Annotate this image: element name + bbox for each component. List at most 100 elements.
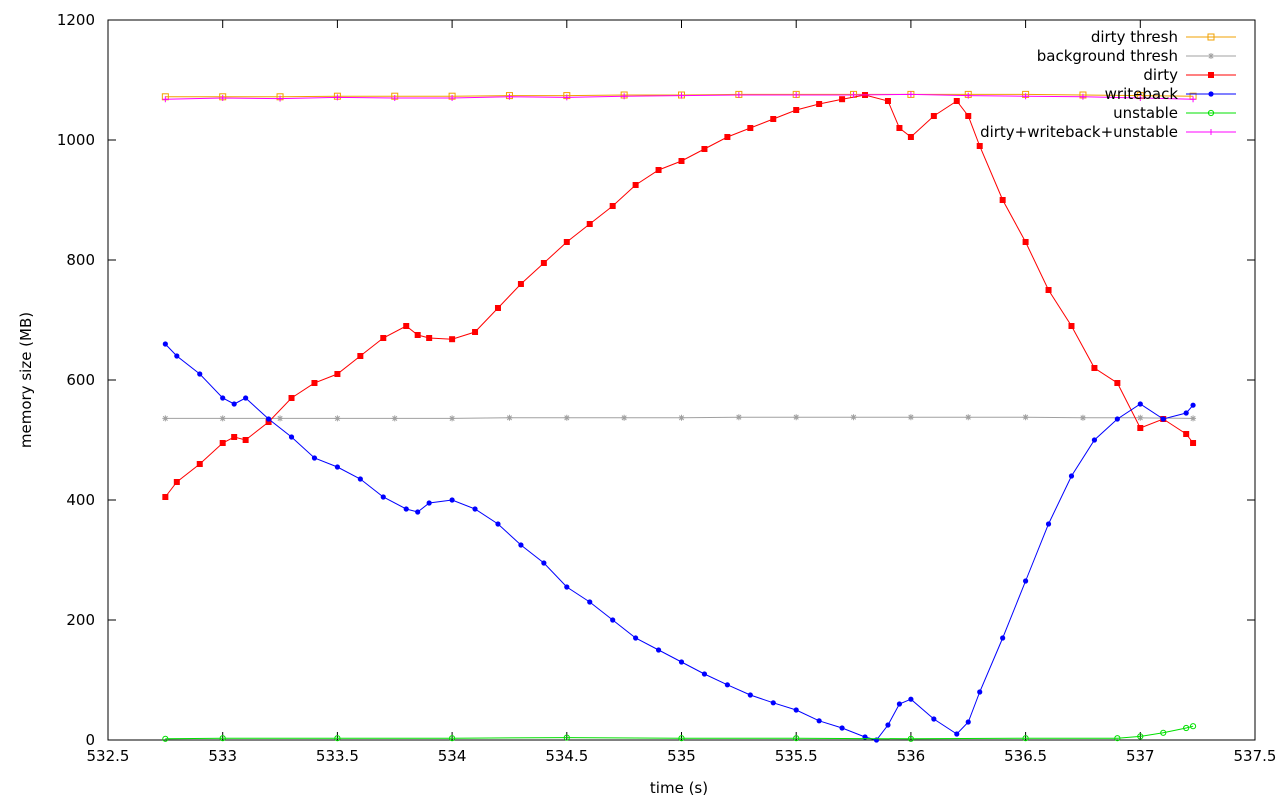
series-unstable bbox=[162, 723, 1197, 742]
data-point bbox=[563, 94, 570, 101]
y-tick-label: 400 bbox=[66, 491, 95, 509]
data-point bbox=[414, 332, 421, 338]
data-point bbox=[621, 414, 628, 421]
data-point bbox=[242, 437, 249, 443]
series-dirty-writeback-unstable bbox=[162, 91, 1197, 103]
data-point bbox=[506, 414, 513, 421]
data-point bbox=[999, 197, 1006, 203]
data-point bbox=[1208, 129, 1214, 135]
data-point bbox=[1137, 425, 1144, 431]
data-point bbox=[265, 416, 272, 422]
data-point bbox=[357, 476, 363, 482]
data-point bbox=[1137, 414, 1144, 421]
data-point bbox=[735, 92, 742, 98]
y-axis-label: memory size (MB) bbox=[17, 312, 35, 448]
series-line bbox=[164, 94, 1194, 498]
data-point bbox=[609, 203, 616, 209]
data-point bbox=[231, 401, 237, 407]
data-point bbox=[907, 91, 914, 98]
series-layer bbox=[161, 90, 1197, 743]
data-point bbox=[449, 336, 456, 343]
data-point bbox=[885, 722, 891, 728]
data-point bbox=[633, 635, 639, 641]
data-point bbox=[426, 500, 432, 506]
data-point bbox=[311, 380, 318, 386]
data-point bbox=[1114, 380, 1121, 386]
data-point bbox=[1114, 416, 1120, 422]
data-point bbox=[219, 95, 226, 101]
legend-label: unstable bbox=[1113, 104, 1178, 122]
data-point bbox=[1022, 239, 1029, 245]
data-point bbox=[1022, 414, 1029, 421]
data-point bbox=[678, 92, 685, 99]
data-point bbox=[747, 125, 754, 131]
data-point bbox=[357, 353, 364, 359]
data-point bbox=[816, 718, 822, 724]
data-point bbox=[1190, 402, 1196, 408]
y-tick-label: 1000 bbox=[57, 131, 95, 149]
data-point bbox=[1207, 109, 1215, 117]
data-point bbox=[793, 107, 800, 113]
data-point bbox=[220, 395, 226, 401]
data-point bbox=[1190, 440, 1197, 446]
data-point bbox=[908, 696, 914, 702]
data-point bbox=[896, 701, 903, 707]
data-point bbox=[735, 414, 742, 421]
legend-entry: dirty thresh bbox=[1091, 28, 1236, 46]
data-point bbox=[907, 134, 914, 140]
data-point bbox=[655, 647, 662, 653]
data-point bbox=[953, 98, 960, 104]
data-point bbox=[380, 494, 386, 500]
data-point bbox=[334, 735, 341, 742]
x-tick-label: 533.5 bbox=[316, 747, 359, 765]
data-point bbox=[162, 415, 169, 422]
data-point bbox=[1023, 578, 1029, 584]
data-point bbox=[334, 415, 341, 422]
legend-label: dirty bbox=[1143, 66, 1178, 84]
data-point bbox=[678, 414, 685, 421]
data-point bbox=[334, 464, 340, 470]
data-point bbox=[621, 93, 628, 100]
data-point bbox=[770, 116, 777, 122]
data-point bbox=[586, 221, 593, 227]
data-point bbox=[678, 659, 685, 665]
legend-label: dirty thresh bbox=[1091, 28, 1178, 46]
data-point bbox=[1190, 415, 1197, 422]
data-point bbox=[678, 158, 685, 164]
data-point bbox=[747, 692, 753, 698]
data-point bbox=[449, 735, 456, 742]
data-point bbox=[219, 440, 226, 446]
data-point bbox=[563, 734, 570, 741]
data-point bbox=[610, 617, 616, 623]
data-point bbox=[173, 479, 180, 485]
data-point bbox=[1137, 401, 1143, 407]
series-background-thresh bbox=[162, 414, 1197, 422]
data-point bbox=[1160, 416, 1166, 422]
data-point bbox=[449, 95, 456, 101]
data-point bbox=[391, 95, 398, 101]
data-point bbox=[162, 494, 169, 500]
data-point bbox=[334, 94, 341, 101]
data-point bbox=[1000, 635, 1006, 641]
data-point bbox=[196, 461, 203, 467]
data-point bbox=[896, 125, 903, 131]
data-point bbox=[1045, 521, 1052, 527]
data-point bbox=[472, 506, 478, 512]
data-point bbox=[449, 497, 455, 503]
data-point bbox=[1208, 91, 1214, 97]
data-point bbox=[162, 341, 168, 347]
data-point bbox=[1114, 735, 1121, 742]
data-point bbox=[288, 434, 295, 440]
data-point bbox=[1208, 53, 1214, 59]
data-point bbox=[162, 735, 169, 742]
data-point bbox=[1183, 724, 1190, 732]
data-point bbox=[1137, 95, 1144, 101]
series-writeback bbox=[162, 341, 1196, 743]
data-point bbox=[839, 725, 845, 731]
data-point bbox=[816, 101, 823, 107]
data-point bbox=[288, 395, 295, 401]
data-point bbox=[701, 671, 708, 677]
data-point bbox=[219, 735, 226, 742]
